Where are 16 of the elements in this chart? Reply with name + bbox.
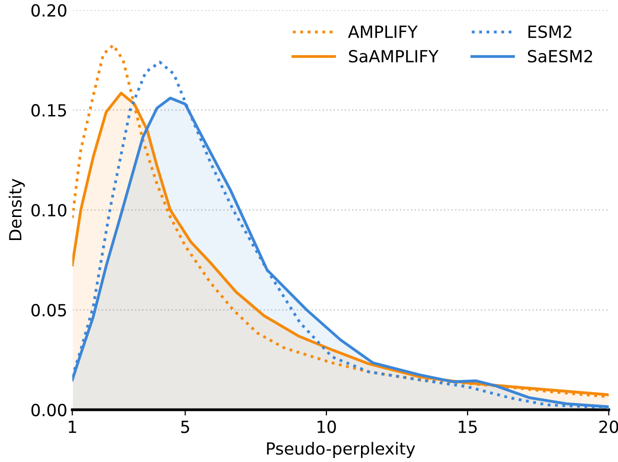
legend-label: SaAMPLIFY [349,50,439,63]
x-tick-label: 5 [181,420,190,434]
y-tick-label: 0.20 [31,4,66,17]
y-tick-label: 0.00 [31,404,66,416]
x-tick-label: 10 [318,420,336,434]
y-tick-label: 0.10 [31,204,66,217]
y-axis-title: Density [8,178,25,240]
x-axis-title: Pseudo-perplexity [267,442,416,458]
y-tick-label: 0.15 [31,104,66,117]
x-tick-label: 1 [68,420,76,433]
legend-label: AMPLIFY [348,26,418,38]
legend-label: ESM2 [528,25,572,38]
x-tick-label: 15 [458,420,477,434]
y-tick-label: 0.05 [31,304,66,316]
x-tick-label: 20 [599,420,618,434]
legend-label: SaESM2 [528,50,592,63]
